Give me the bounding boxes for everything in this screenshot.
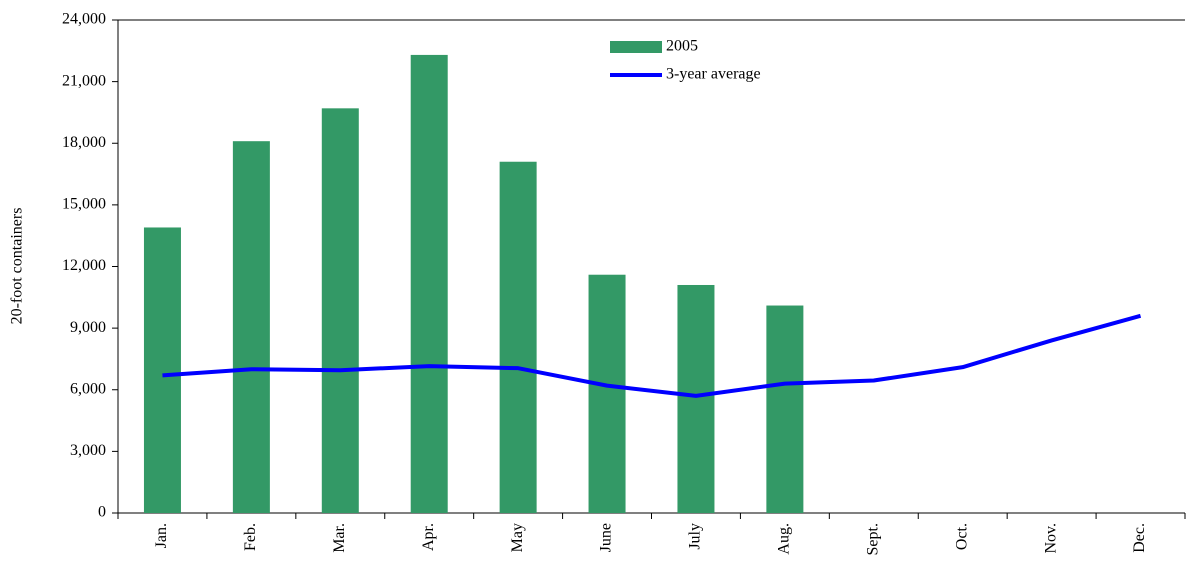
x-tick-label: July bbox=[687, 523, 704, 550]
line bbox=[162, 313, 1142, 398]
x-tick-label: Sept. bbox=[864, 523, 881, 555]
y-tick-label: 15,000 bbox=[62, 196, 106, 213]
x-tick-label: June bbox=[598, 523, 615, 552]
y-tick-label: 24,000 bbox=[62, 11, 106, 28]
x-tick-label: May bbox=[509, 523, 526, 552]
legend-label: 3-year average bbox=[666, 66, 761, 83]
x-tick-label: Nov. bbox=[1042, 523, 1059, 554]
y-tick-label: 18,000 bbox=[62, 134, 106, 151]
x-tick-label: Apr. bbox=[420, 523, 437, 551]
bar bbox=[588, 274, 626, 513]
x-tick-label: Aug. bbox=[776, 523, 793, 555]
x-tick-label: Oct. bbox=[953, 523, 970, 550]
y-tick-label: 6,000 bbox=[70, 380, 106, 397]
y-tick-label: 9,000 bbox=[70, 319, 106, 336]
y-tick-label: 3,000 bbox=[70, 442, 106, 459]
bar bbox=[321, 108, 359, 514]
x-tick-label: Mar. bbox=[331, 523, 348, 553]
bar bbox=[143, 227, 181, 514]
x-tick-label: Feb. bbox=[242, 523, 259, 551]
bar bbox=[232, 141, 270, 513]
bar bbox=[677, 284, 715, 513]
bar bbox=[766, 305, 804, 513]
x-tick-label: Dec. bbox=[1131, 523, 1148, 553]
legend-label: 2005 bbox=[666, 38, 698, 55]
y-axis-title: 20-foot containers bbox=[9, 208, 26, 325]
y-tick-label: 21,000 bbox=[62, 72, 106, 89]
bar bbox=[499, 161, 537, 514]
bar bbox=[410, 54, 448, 513]
y-tick-label: 0 bbox=[98, 504, 106, 521]
legend-swatch bbox=[610, 41, 662, 53]
x-tick-label: Jan. bbox=[153, 523, 170, 548]
y-tick-label: 12,000 bbox=[62, 257, 106, 274]
